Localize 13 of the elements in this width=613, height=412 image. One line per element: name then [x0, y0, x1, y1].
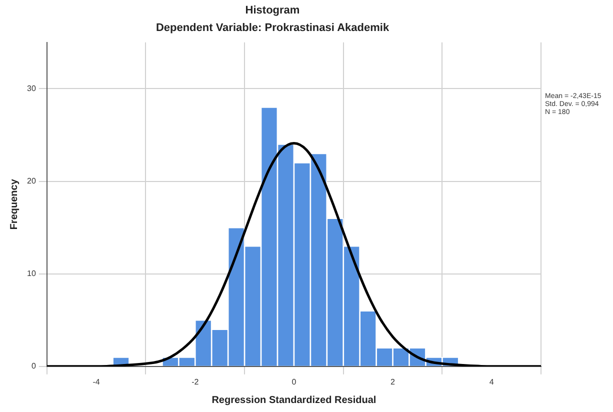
x-tick-label: 4	[489, 377, 494, 386]
x-tick-label: 2	[390, 377, 396, 386]
x-tick-label: -2	[192, 377, 200, 386]
x-axis-title: Regression Standardized Residual	[212, 394, 376, 406]
chart-title: Histogram	[245, 4, 300, 17]
chart-subtitle: Dependent Variable: Prokrastinasi Akademik	[156, 22, 390, 34]
x-tick-label: -4	[92, 377, 100, 386]
y-tick-label: 30	[26, 84, 36, 93]
y-tick-label: 20	[26, 176, 36, 186]
y-tick-label: 0	[31, 362, 36, 371]
x-tick-label: 0	[292, 377, 297, 386]
y-axis-title: Frequency	[8, 178, 20, 230]
y-tick-label: 10	[26, 269, 36, 278]
